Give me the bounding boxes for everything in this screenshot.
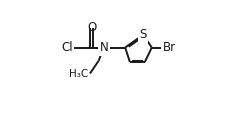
Text: Cl: Cl [61,41,73,54]
Text: N: N [99,41,108,54]
Text: O: O [87,21,96,34]
Text: Br: Br [163,41,176,54]
Text: H₃C: H₃C [69,69,89,79]
Text: S: S [139,28,147,41]
